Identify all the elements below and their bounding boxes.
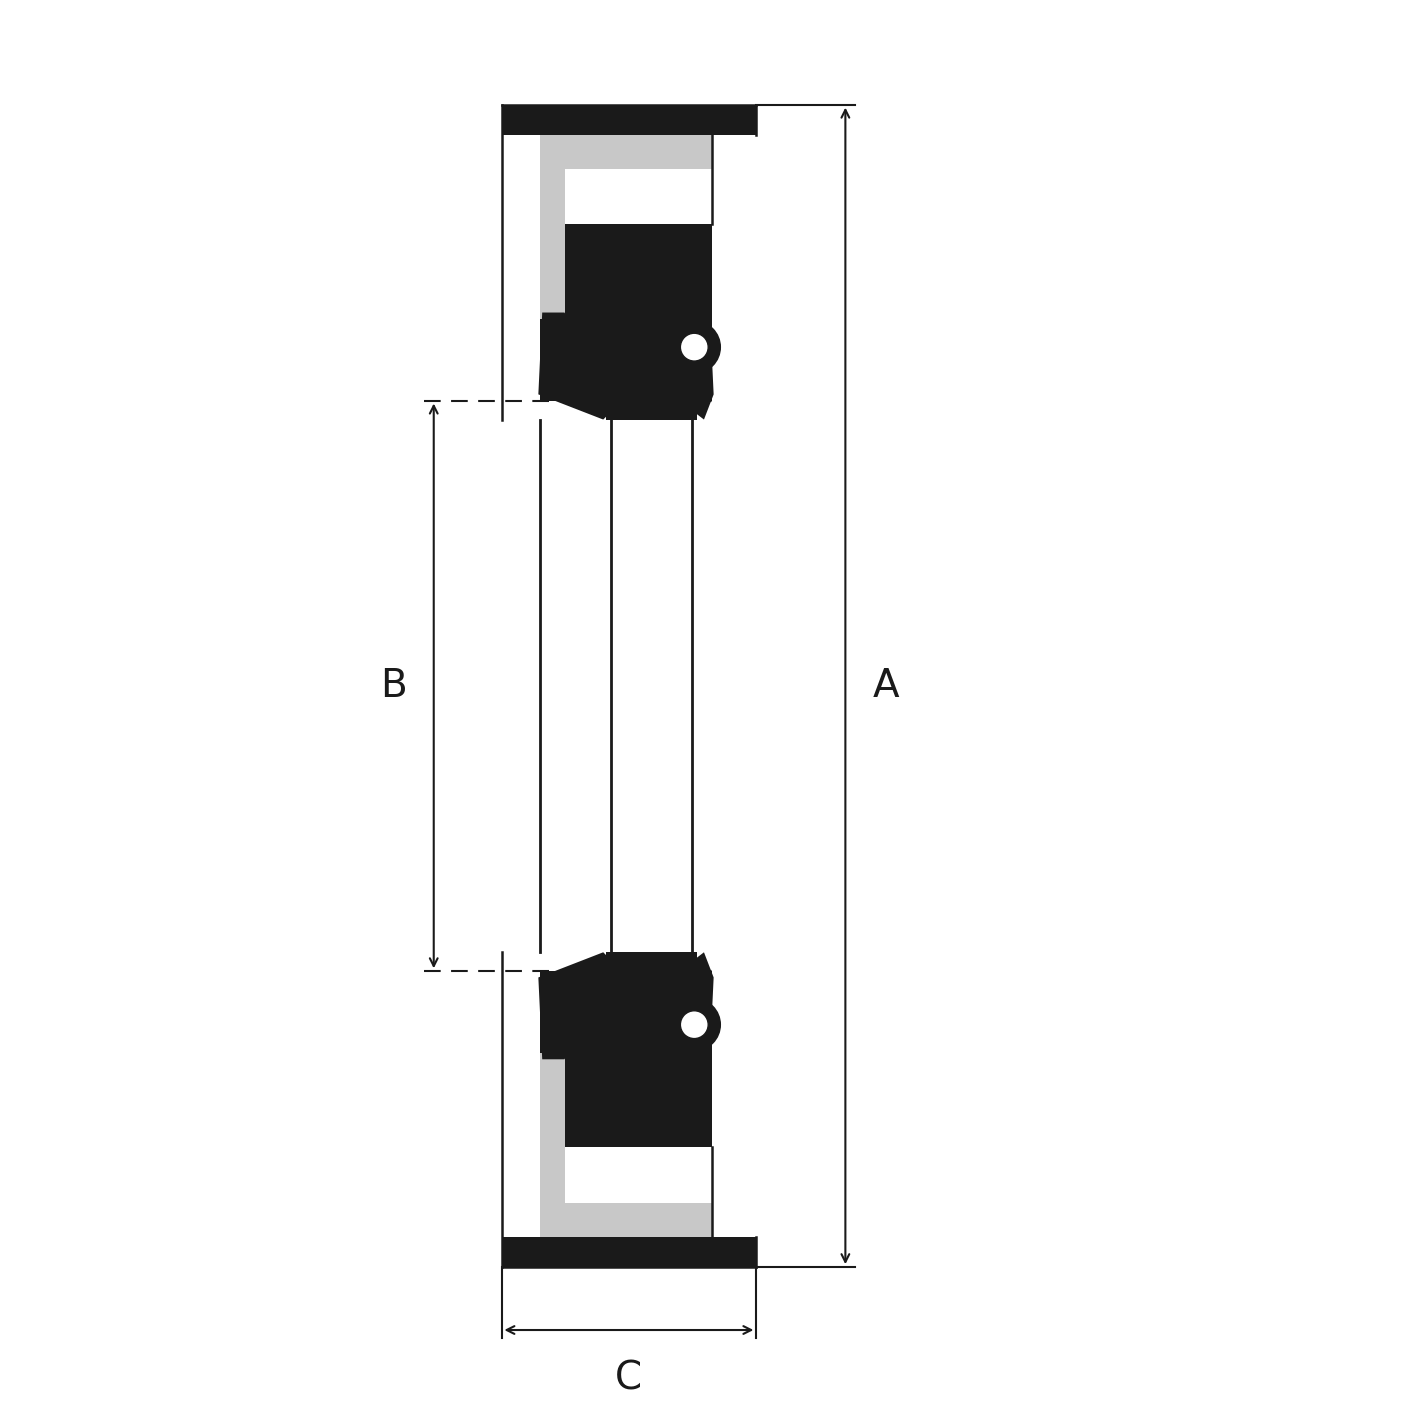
Polygon shape (540, 135, 711, 169)
Polygon shape (540, 1053, 565, 1202)
Polygon shape (688, 952, 714, 1059)
Polygon shape (502, 952, 756, 1267)
Polygon shape (540, 135, 711, 225)
Text: C: C (616, 1360, 643, 1398)
Text: A: A (873, 666, 898, 704)
Polygon shape (540, 1147, 711, 1237)
Circle shape (681, 333, 709, 361)
Polygon shape (538, 312, 616, 419)
Polygon shape (502, 105, 756, 419)
Polygon shape (688, 312, 714, 419)
Polygon shape (538, 952, 616, 1059)
Polygon shape (540, 1202, 711, 1237)
Polygon shape (540, 169, 565, 319)
Text: B: B (380, 666, 406, 704)
Circle shape (668, 321, 721, 374)
Circle shape (668, 998, 721, 1052)
Circle shape (681, 1011, 709, 1039)
